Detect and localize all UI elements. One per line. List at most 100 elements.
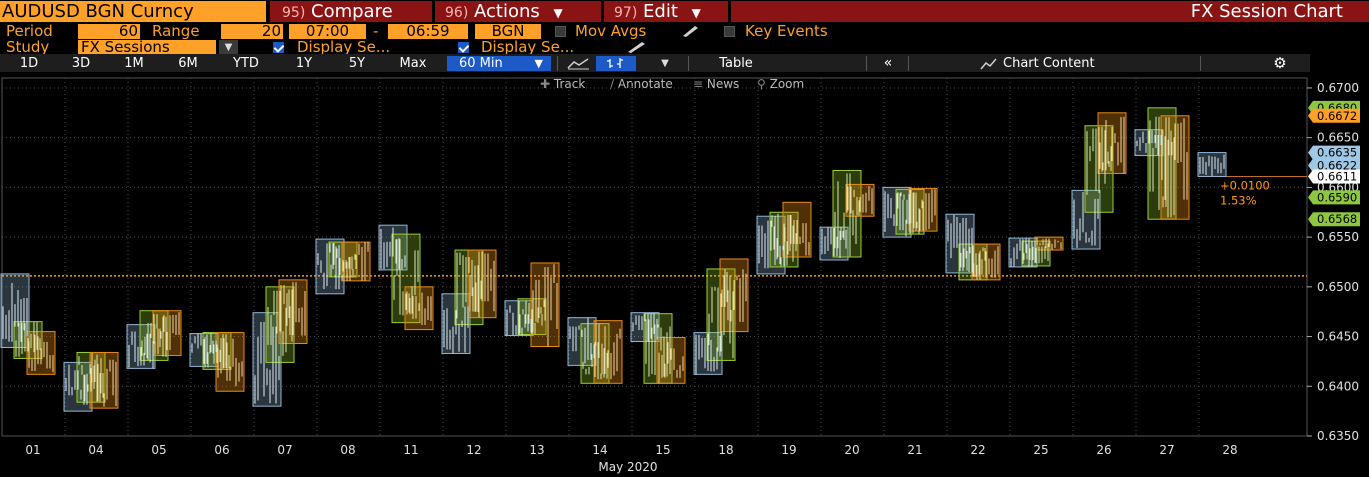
price-tag-label: 0.6622 — [1317, 159, 1357, 173]
x-tick-label: 21 — [907, 443, 922, 457]
top-command-bar: AUDUSD BGN Curncy 95) Compare 96) Action… — [0, 0, 1369, 23]
range-button-3d[interactable]: 3D — [71, 56, 91, 71]
divider — [688, 56, 689, 71]
chart-content-button[interactable]: Chart Content — [1003, 56, 1095, 71]
pencil-icon[interactable] — [680, 24, 702, 38]
range-button-1d[interactable]: 1D — [19, 56, 39, 71]
bar-chart-icon — [607, 58, 623, 68]
x-tick-label: 11 — [403, 443, 418, 457]
chevron-down-icon: ▼ — [661, 58, 669, 69]
study-dropdown-arrow[interactable]: ▼ — [219, 40, 238, 55]
range-label: Range — [152, 22, 200, 40]
x-tick-label: 15 — [655, 443, 670, 457]
divider — [866, 56, 867, 71]
x-tick-label: 12 — [466, 443, 481, 457]
price-tag-blue — [1308, 145, 1360, 160]
compare-button[interactable]: 95) Compare — [270, 1, 432, 22]
range-button-6m[interactable]: 6M — [178, 56, 198, 71]
edit-number: 97) — [614, 5, 638, 21]
edit-label: Edit — [643, 1, 678, 22]
price-tag-label: 0.6568 — [1317, 212, 1357, 226]
table-button[interactable]: Table — [719, 56, 753, 71]
price-tag-white — [1308, 169, 1360, 184]
key-events-label: Key Events — [745, 22, 828, 40]
chart-content-icon — [980, 58, 997, 70]
range-button-1m[interactable]: 1M — [124, 56, 144, 71]
mov-avgs-checkbox[interactable] — [555, 26, 566, 37]
interval-dropdown[interactable]: 60 Min ▼ — [447, 56, 551, 71]
y-tick-label: 0.6450 — [1317, 330, 1359, 344]
study-label: Study — [6, 38, 50, 56]
bar-chart-type-button[interactable] — [596, 56, 636, 71]
pencil-icon[interactable] — [625, 40, 649, 54]
x-tick-label: 28 — [1222, 443, 1237, 457]
actions-label: Actions — [474, 1, 540, 22]
display-sessions-checkbox-2[interactable] — [458, 42, 469, 53]
x-axis-label: May 2020 — [598, 460, 657, 474]
key-events-checkbox[interactable] — [724, 26, 735, 37]
annotate-tool[interactable]: ∕ Annotate — [610, 76, 673, 92]
y-tick-label: 0.6700 — [1317, 81, 1359, 95]
chevron-down-icon: ▼ — [553, 6, 563, 20]
y-tick-label: 0.6650 — [1317, 131, 1359, 145]
edit-menu-button[interactable]: 97) Edit ▼ — [604, 1, 728, 22]
price-tag-label: 0.6635 — [1317, 146, 1357, 160]
interval-label: 60 Min — [459, 56, 503, 71]
divider — [908, 56, 909, 71]
price-tag-label: 0.6590 — [1317, 190, 1357, 204]
display-sessions-checkbox-1[interactable] — [273, 42, 284, 53]
chevron-down-icon: ▼ — [534, 57, 543, 70]
range-field[interactable]: 20 — [221, 24, 283, 39]
pricing-source-field[interactable]: BGN — [475, 24, 541, 39]
period-label: Period — [6, 22, 53, 40]
y-tick-label: 0.6350 — [1317, 429, 1359, 443]
x-tick-label: 07 — [277, 443, 292, 457]
x-tick-label: 20 — [844, 443, 859, 457]
gear-icon[interactable]: ⚙ — [1273, 54, 1287, 72]
actions-menu-button[interactable]: 96) Actions ▼ — [435, 1, 601, 22]
page-title: FX Session Chart — [731, 1, 1369, 22]
price-labels: +0.01001.53%0.66800.66720.66350.66220.66… — [1220, 101, 1360, 227]
range-button-ytd[interactable]: YTD — [233, 56, 259, 71]
chevron-down-icon: ▼ — [691, 6, 701, 20]
mov-avgs-label: Mov Avgs — [575, 22, 647, 40]
track-tool[interactable]: ✚ Track — [540, 76, 585, 92]
collapse-double-chevron-icon[interactable]: « — [883, 55, 893, 71]
x-tick-label: 05 — [151, 443, 166, 457]
price-tag-label: 0.6611 — [1317, 169, 1357, 183]
study-field[interactable]: FX Sessions — [78, 40, 216, 55]
divider — [1200, 56, 1201, 71]
change-percent: 1.53% — [1220, 193, 1257, 207]
session-end-field[interactable]: 06:59 — [388, 24, 468, 39]
chart-type-dropdown[interactable]: ▼ — [650, 56, 680, 71]
y-tick-label: 0.6500 — [1317, 280, 1359, 294]
annotate-icon: ∕ — [610, 77, 618, 91]
security-ticker[interactable]: AUDUSD BGN Curncy — [0, 1, 266, 22]
magnifier-icon: ⚲ — [757, 77, 770, 91]
price-tag-green — [1308, 190, 1360, 205]
x-tick-label: 06 — [214, 443, 229, 457]
x-tick-label: 22 — [970, 443, 985, 457]
x-tick-label: 27 — [1159, 443, 1174, 457]
range-button-1y[interactable]: 1Y — [295, 56, 313, 71]
annotate-label: Annotate — [617, 77, 673, 91]
price-bars — [2, 116, 1225, 407]
x-tick-label: 18 — [718, 443, 733, 457]
x-tick-label: 14 — [592, 443, 607, 457]
chevron-down-icon: ▼ — [224, 42, 233, 53]
price-chart[interactable]: 0.67000.66500.66000.65500.65000.64500.64… — [0, 72, 1369, 477]
price-tag-label: 0.6672 — [1317, 109, 1357, 123]
period-field[interactable]: 60 — [78, 24, 140, 39]
session-start-field[interactable]: 07:00 — [289, 24, 366, 39]
display-sessions-label-1: Display Se... — [297, 38, 391, 56]
x-tick-label: 26 — [1096, 443, 1111, 457]
compare-number: 95) — [282, 5, 306, 21]
news-icon: ≡ — [693, 77, 707, 91]
range-button-max[interactable]: Max — [399, 56, 427, 71]
change-value: +0.0100 — [1220, 178, 1270, 192]
x-tick-label: 04 — [88, 443, 103, 457]
range-button-5y[interactable]: 5Y — [348, 56, 366, 71]
divider — [557, 56, 558, 71]
crosshair-icon: ✚ — [540, 77, 554, 91]
line-chart-icon[interactable] — [566, 57, 592, 70]
